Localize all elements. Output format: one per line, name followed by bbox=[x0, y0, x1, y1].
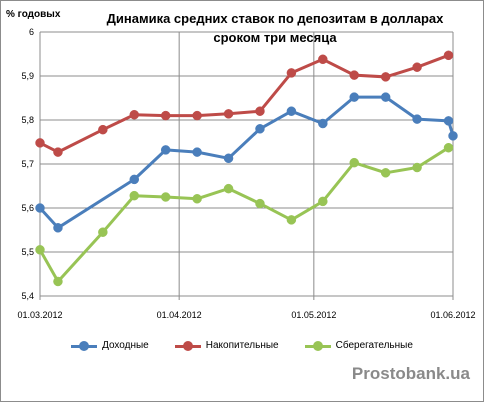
data-point-series-2 bbox=[443, 142, 454, 153]
data-point-series-1 bbox=[380, 72, 391, 82]
data-point-series-0 bbox=[129, 174, 140, 185]
data-point-series-1 bbox=[255, 106, 265, 116]
legend-item-dohodnye: Доходные bbox=[71, 340, 149, 351]
legend-swatch-dohodnye bbox=[71, 340, 98, 351]
y-tick-label: 5,7 bbox=[21, 159, 34, 169]
data-point-series-2 bbox=[349, 157, 359, 168]
y-tick-label: 5,5 bbox=[21, 247, 34, 257]
data-point-series-1 bbox=[349, 70, 359, 80]
data-point-series-0 bbox=[255, 124, 265, 134]
data-point-series-1 bbox=[318, 54, 328, 65]
data-point-series-1 bbox=[35, 138, 45, 148]
data-point-series-2 bbox=[223, 183, 234, 194]
data-point-series-1 bbox=[286, 68, 297, 78]
data-point-series-1 bbox=[129, 109, 140, 120]
legend-item-nakopitelnye: Накопительные bbox=[174, 340, 279, 351]
legend-swatch-sberegatelnye bbox=[304, 340, 331, 351]
legend-label-dohodnye: Доходные bbox=[102, 340, 149, 351]
legend-swatch-nakopitelnye bbox=[174, 340, 201, 351]
data-point-series-0 bbox=[448, 131, 458, 141]
x-tick-label: 01.06.2012 bbox=[430, 310, 475, 320]
y-tick-label: 6 bbox=[29, 27, 34, 37]
legend-label-nakopitelnye: Накопительные bbox=[205, 340, 279, 351]
data-point-series-2 bbox=[380, 168, 391, 178]
y-axis-unit-label: % годовых bbox=[6, 9, 61, 20]
data-point-series-0 bbox=[349, 92, 359, 102]
data-point-series-2 bbox=[98, 227, 108, 237]
data-point-series-2 bbox=[35, 245, 45, 255]
series-line-0 bbox=[38, 95, 455, 230]
data-point-series-2 bbox=[255, 198, 265, 209]
data-point-series-2 bbox=[160, 192, 171, 202]
y-tick-label: 5,6 bbox=[21, 203, 34, 213]
data-point-series-0 bbox=[412, 114, 422, 124]
data-point-series-1 bbox=[443, 50, 454, 61]
data-point-series-2 bbox=[318, 196, 328, 207]
data-point-series-1 bbox=[412, 62, 422, 72]
data-point-series-1 bbox=[53, 147, 63, 157]
series-line-2 bbox=[38, 146, 450, 283]
chart-title-line-2: сроком три месяца bbox=[213, 30, 337, 45]
data-point-series-0 bbox=[35, 203, 45, 213]
data-point-series-2 bbox=[53, 276, 63, 287]
data-point-series-1 bbox=[98, 124, 108, 135]
y-tick-label: 5,8 bbox=[21, 115, 34, 125]
data-point-series-2 bbox=[412, 162, 422, 173]
series-line-1 bbox=[39, 53, 450, 154]
y-tick-label: 5,9 bbox=[21, 71, 34, 81]
legend-label-sberegatelnye: Сберегательные bbox=[335, 340, 413, 351]
data-point-series-2 bbox=[129, 190, 140, 201]
watermark: Prostobank.ua bbox=[351, 364, 470, 383]
data-point-series-2 bbox=[192, 194, 202, 204]
data-point-series-0 bbox=[286, 106, 297, 116]
x-tick-label: 01.04.2012 bbox=[157, 310, 202, 320]
chart-legend: Доходные Накопительные Сберегательные bbox=[0, 340, 484, 351]
data-point-series-0 bbox=[380, 92, 391, 102]
legend-item-sberegatelnye: Сберегательные bbox=[304, 340, 413, 351]
x-tick-label: 01.05.2012 bbox=[291, 310, 336, 320]
data-point-series-1 bbox=[160, 110, 171, 121]
y-tick-label: 5,4 bbox=[21, 291, 34, 301]
chart-title: Динамика средних ставок по депозитам в д… bbox=[70, 9, 480, 47]
data-point-series-1 bbox=[192, 110, 202, 121]
data-point-series-0 bbox=[318, 118, 328, 129]
data-point-series-0 bbox=[192, 147, 202, 157]
data-point-series-0 bbox=[223, 153, 234, 164]
data-point-series-2 bbox=[286, 215, 297, 225]
data-point-series-0 bbox=[443, 116, 454, 126]
data-point-series-0 bbox=[160, 145, 171, 155]
chart-title-line-1: Динамика средних ставок по депозитам в д… bbox=[106, 11, 444, 26]
x-tick-label: 01.03.2012 bbox=[17, 310, 62, 320]
data-point-series-0 bbox=[53, 223, 63, 233]
data-point-series-1 bbox=[223, 109, 234, 119]
